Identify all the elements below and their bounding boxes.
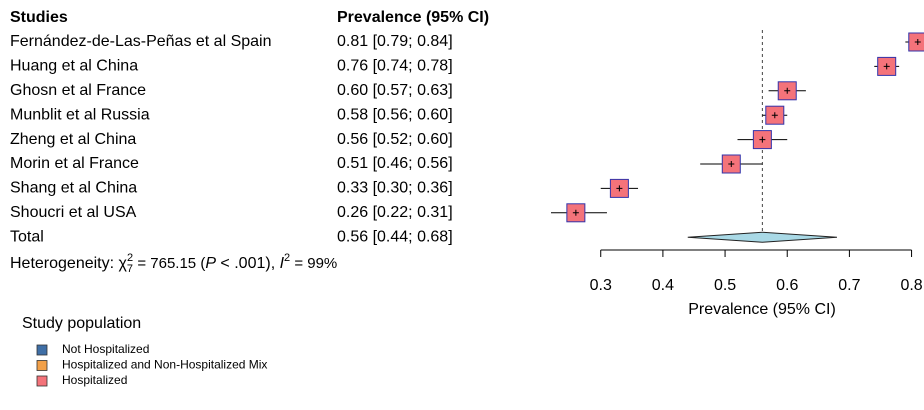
heterogeneity-part: 2 [127, 252, 133, 264]
x-tick-label: 0.3 [590, 277, 612, 294]
study-label: Ghosn et al France [10, 82, 146, 99]
point-cross [728, 161, 735, 167]
total-estimate: 0.56 [0.44; 0.68] [337, 228, 453, 245]
estimate-label: 0.76 [0.74; 0.78] [337, 58, 453, 75]
heterogeneity: Heterogeneity: χ72 = 765.15 (P < .001), … [10, 252, 337, 275]
estimate-label: 0.60 [0.57; 0.63] [337, 82, 453, 99]
legend-title: Study population [22, 315, 141, 332]
legend-swatch [36, 360, 48, 371]
legend-label: Hospitalized and Non-Hospitalized Mix [62, 358, 267, 372]
estimate-label: 0.58 [0.56; 0.60] [337, 106, 453, 123]
estimate-label: 0.33 [0.30; 0.36] [337, 180, 453, 197]
study-label: Huang et al China [10, 58, 138, 75]
point-cross [572, 209, 579, 216]
study-label: Shoucri et al USA [10, 204, 137, 221]
estimate-label: 0.26 [0.22; 0.31] [337, 204, 453, 221]
column-header: Prevalence (95% CI) [337, 9, 489, 26]
heterogeneity-part: I [280, 255, 285, 272]
heterogeneity-part: = 765.15 ( [133, 255, 205, 272]
heterogeneity-part: = 99% [290, 255, 337, 272]
heterogeneity-part: P [205, 255, 216, 272]
column-header: Studies [10, 9, 68, 26]
total-label: Total [10, 228, 44, 245]
heterogeneity-part: Heterogeneity: [10, 255, 119, 272]
point-cross [883, 63, 890, 70]
x-tick-label: 0.8 [900, 277, 922, 294]
point-cross [914, 39, 921, 45]
x-tick-label: 0.5 [714, 277, 736, 294]
x-tick-label: 0.4 [652, 277, 674, 294]
x-axis-label: Prevalence (95% CI) [688, 301, 836, 318]
study-label: Fernández-de-Las-Peñas et al Spain [10, 33, 272, 50]
study-label: Zheng et al China [10, 131, 136, 148]
heterogeneity-part: 2 [284, 252, 290, 264]
point-cross [771, 112, 778, 119]
study-label: Shang et al China [10, 180, 137, 197]
total-diamond [687, 231, 838, 243]
x-tick-label: 0.7 [838, 277, 860, 294]
legend-swatch [36, 344, 48, 356]
estimate-label: 0.81 [0.79; 0.84] [337, 33, 453, 50]
legend-label: Not Hospitalized [62, 342, 149, 356]
estimate-label: 0.51 [0.46; 0.56] [337, 155, 453, 172]
estimate-label: 0.56 [0.52; 0.60] [337, 131, 453, 148]
point-cross [616, 185, 623, 192]
x-tick-label: 0.6 [776, 277, 798, 294]
study-label: Munblit et al Russia [10, 106, 150, 123]
heterogeneity-part: 7 [127, 263, 133, 275]
point-cross [784, 87, 791, 94]
study-label: Morin et al France [10, 155, 139, 172]
heterogeneity-part: < .001), [216, 255, 280, 272]
plot-area [551, 30, 924, 243]
legend-label: Hospitalized [62, 373, 127, 387]
point-cross [759, 136, 766, 143]
heterogeneity-part: χ [119, 255, 128, 272]
legend-swatch [36, 375, 48, 387]
